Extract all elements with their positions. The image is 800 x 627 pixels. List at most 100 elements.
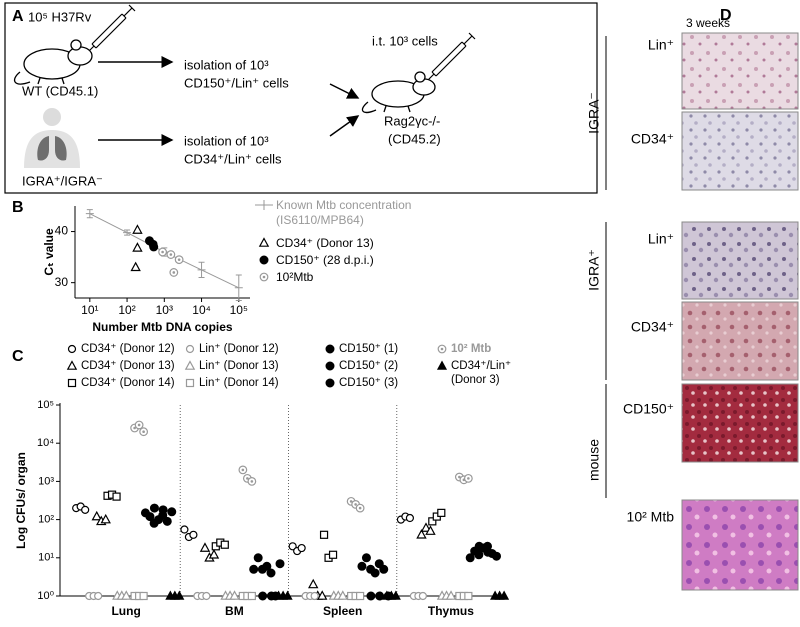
donor-mouse: WT (CD45.1) (22, 83, 98, 98)
data-point (249, 564, 259, 574)
x-axis-label: Number Mtb DNA copies (92, 320, 233, 334)
human-icon (24, 108, 80, 168)
isolation-text: CD150⁺/Lin⁺ cells (184, 75, 289, 90)
data-point-dot (241, 468, 245, 472)
error-bar (123, 229, 132, 236)
legend-label: CD150⁺ (2) (339, 360, 399, 372)
data-point (425, 525, 436, 535)
data-point (158, 247, 168, 257)
transfer-text: i.t. 10³ cells (372, 33, 438, 48)
data-point (262, 561, 272, 571)
data-point-dot (250, 480, 254, 483)
row-label: CD34⁺ (631, 131, 674, 147)
row-label: 10² Mtb (627, 509, 675, 525)
data-point (139, 591, 148, 601)
legend-swatch (184, 360, 196, 370)
data-point (370, 568, 380, 578)
data-point (445, 590, 457, 600)
data-point-dot (177, 258, 181, 261)
data-point (357, 561, 367, 571)
x-tick-label: 10³ (156, 303, 173, 317)
data-point (253, 553, 263, 563)
panel-label: A (12, 8, 24, 25)
legend-swatch (259, 272, 269, 282)
x-tick-label: 10⁵ (230, 303, 248, 317)
group-label: IGRA⁺ (586, 249, 602, 291)
row-label: CD150⁺ (623, 401, 674, 417)
data-point (112, 492, 121, 501)
legend-swatch (259, 255, 269, 265)
legend-swatch (67, 378, 77, 388)
isolation-text: isolation of 10³ (184, 57, 269, 72)
data-point (390, 590, 401, 600)
data-point (162, 516, 172, 526)
data-point (121, 590, 132, 600)
data-point-dot (349, 500, 353, 503)
legend-swatch (66, 360, 78, 370)
data-point (416, 529, 427, 539)
y-tick-label: 10⁴ (37, 437, 54, 449)
legend-label: CD34⁺ (Donor 12) (81, 343, 175, 355)
data-point (418, 591, 427, 601)
row-label: CD34⁺ (631, 319, 674, 335)
legend-label: CD34⁺ (Donor 13) (276, 236, 374, 250)
error-bar (234, 274, 243, 302)
panel-label: C (12, 348, 24, 365)
data-point (81, 505, 90, 514)
legend-label: Lin⁺ (Donor 14) (199, 377, 279, 389)
data-point (229, 590, 240, 600)
data-point (366, 591, 376, 601)
legend-swatch (325, 378, 335, 388)
legend-swatch (67, 344, 77, 354)
mouse-icon (13, 39, 93, 85)
row-label: Lin⁺ (648, 37, 674, 53)
histology-image (681, 301, 799, 381)
data-point (91, 510, 102, 521)
x-tick-label: 10² (118, 303, 135, 317)
data-point (308, 578, 319, 589)
data-point (420, 522, 432, 532)
data-point (437, 508, 446, 517)
data-point (220, 540, 229, 549)
group-label: IGRA⁻ (586, 92, 602, 134)
data-point-dot (142, 430, 145, 434)
arrow (329, 115, 360, 137)
data-point (266, 568, 276, 578)
legend-label: CD34⁺ (Donor 14) (81, 377, 175, 389)
error-bar (197, 261, 206, 279)
data-point (174, 255, 184, 265)
legend-swatch (258, 237, 270, 247)
data-point (167, 507, 177, 517)
panel-label: D (720, 7, 732, 24)
legend-swatch-dot (440, 347, 444, 351)
legend-label: 10²Mtb (276, 270, 314, 284)
y-axis-label: Cₜ value (42, 228, 56, 276)
legend-label: Lin⁺ (Donor 13) (199, 360, 279, 372)
syringe-icon (427, 32, 476, 81)
y-tick-label: 10⁰ (37, 590, 54, 602)
x-tick-label: BM (225, 604, 244, 618)
data-point (208, 549, 220, 559)
panel-label: B (12, 199, 24, 216)
histology-image (681, 111, 799, 191)
data-point (483, 541, 493, 551)
y-tick-label: 10² (38, 514, 54, 526)
data-point (132, 224, 143, 234)
data-point-dot (172, 271, 176, 274)
data-point (199, 542, 211, 552)
data-point (464, 591, 473, 601)
legend-label: Lin⁺ (Donor 12) (199, 343, 279, 355)
data-point (356, 591, 365, 601)
legend-swatch (185, 344, 195, 354)
data-point-dot (137, 423, 141, 427)
legend-swatch (185, 378, 195, 388)
data-point-dot (467, 477, 470, 480)
legend-label: Known Mtb concentration (IS6110/MPB64) (276, 198, 412, 227)
data-point (130, 261, 141, 272)
data-point (328, 550, 338, 559)
data-point (238, 465, 248, 475)
y-axis-label: Log CFUs/ organ (14, 452, 28, 549)
data-point (149, 242, 159, 252)
histology-image (681, 32, 799, 110)
